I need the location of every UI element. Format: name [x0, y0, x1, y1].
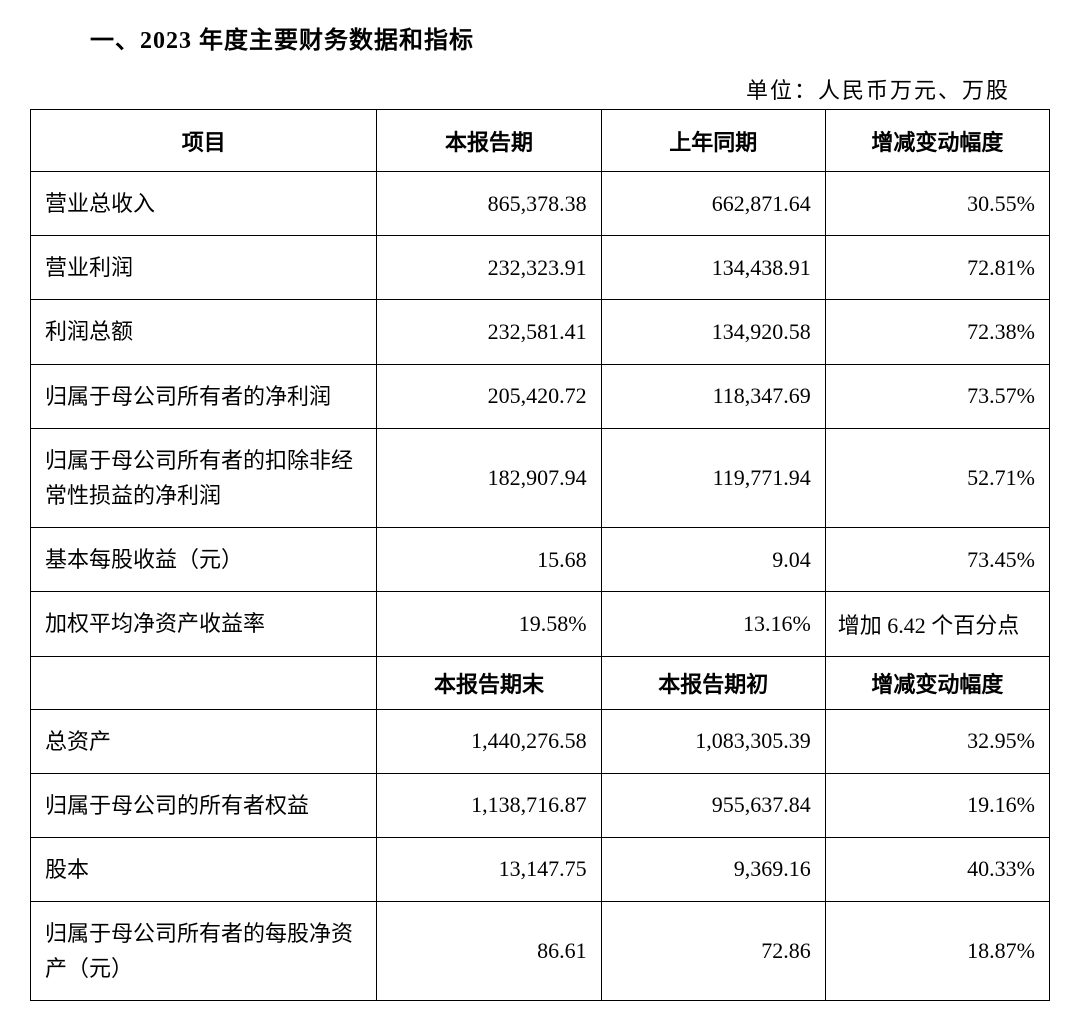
cell-prior: 134,920.58	[601, 300, 825, 364]
cell-prior: 9.04	[601, 528, 825, 592]
col-change-2: 增减变动幅度	[825, 656, 1049, 709]
table-body-bottom: 总资产1,440,276.581,083,305.3932.95%归属于母公司的…	[31, 709, 1050, 1001]
table-row: 归属于母公司所有者的每股净资产（元）86.6172.8618.87%	[31, 902, 1050, 1001]
cell-change: 73.57%	[825, 364, 1049, 428]
table-row: 总资产1,440,276.581,083,305.3932.95%	[31, 709, 1050, 773]
cell-change: 30.55%	[825, 172, 1049, 236]
row-label: 基本每股收益（元）	[31, 528, 377, 592]
cell-change: 40.33%	[825, 837, 1049, 901]
cell-prior: 662,871.64	[601, 172, 825, 236]
cell-current: 86.61	[377, 902, 601, 1001]
row-label: 归属于母公司所有者的净利润	[31, 364, 377, 428]
row-label: 加权平均净资产收益率	[31, 592, 377, 656]
row-label: 归属于母公司所有者的扣除非经常性损益的净利润	[31, 428, 377, 527]
cell-prior: 13.16%	[601, 592, 825, 656]
cell-change: 52.71%	[825, 428, 1049, 527]
cell-prior: 955,637.84	[601, 773, 825, 837]
table-row: 股本13,147.759,369.1640.33%	[31, 837, 1050, 901]
col-period-begin: 本报告期初	[601, 656, 825, 709]
cell-current: 13,147.75	[377, 837, 601, 901]
row-label: 归属于母公司的所有者权益	[31, 773, 377, 837]
cell-prior: 72.86	[601, 902, 825, 1001]
cell-prior: 1,083,305.39	[601, 709, 825, 773]
cell-current: 232,581.41	[377, 300, 601, 364]
financial-table: 项目 本报告期 上年同期 增减变动幅度 营业总收入865,378.38662,8…	[30, 109, 1050, 1001]
cell-prior: 119,771.94	[601, 428, 825, 527]
table-header-mid: 本报告期末 本报告期初 增减变动幅度	[31, 656, 1050, 709]
col-current-period: 本报告期	[377, 110, 601, 172]
table-row: 归属于母公司所有者的净利润205,420.72118,347.6973.57%	[31, 364, 1050, 428]
cell-current: 205,420.72	[377, 364, 601, 428]
row-label: 总资产	[31, 709, 377, 773]
row-label: 归属于母公司所有者的每股净资产（元）	[31, 902, 377, 1001]
col-blank	[31, 656, 377, 709]
cell-change: 72.81%	[825, 236, 1049, 300]
cell-current: 232,323.91	[377, 236, 601, 300]
table-row: 基本每股收益（元）15.689.0473.45%	[31, 528, 1050, 592]
row-label: 利润总额	[31, 300, 377, 364]
table-row: 营业总收入865,378.38662,871.6430.55%	[31, 172, 1050, 236]
col-prior-period: 上年同期	[601, 110, 825, 172]
cell-current: 865,378.38	[377, 172, 601, 236]
cell-prior: 118,347.69	[601, 364, 825, 428]
table-row: 利润总额232,581.41134,920.5872.38%	[31, 300, 1050, 364]
table-row: 归属于母公司所有者的扣除非经常性损益的净利润182,907.94119,771.…	[31, 428, 1050, 527]
table-row: 加权平均净资产收益率19.58%13.16%增加 6.42 个百分点	[31, 592, 1050, 656]
cell-prior: 9,369.16	[601, 837, 825, 901]
unit-label: 单位：人民币万元、万股	[30, 73, 1050, 105]
col-change: 增减变动幅度	[825, 110, 1049, 172]
col-item: 项目	[31, 110, 377, 172]
row-label: 营业总收入	[31, 172, 377, 236]
cell-current: 1,138,716.87	[377, 773, 601, 837]
cell-current: 15.68	[377, 528, 601, 592]
row-label: 股本	[31, 837, 377, 901]
section-title: 一、2023 年度主要财务数据和指标	[90, 20, 1050, 55]
cell-change: 73.45%	[825, 528, 1049, 592]
table-row: 归属于母公司的所有者权益1,138,716.87955,637.8419.16%	[31, 773, 1050, 837]
cell-change: 增加 6.42 个百分点	[825, 592, 1049, 656]
col-period-end: 本报告期末	[377, 656, 601, 709]
cell-change: 32.95%	[825, 709, 1049, 773]
table-body-top: 营业总收入865,378.38662,871.6430.55%营业利润232,3…	[31, 172, 1050, 657]
cell-prior: 134,438.91	[601, 236, 825, 300]
row-label: 营业利润	[31, 236, 377, 300]
cell-current: 182,907.94	[377, 428, 601, 527]
cell-current: 1,440,276.58	[377, 709, 601, 773]
cell-current: 19.58%	[377, 592, 601, 656]
table-header-top: 项目 本报告期 上年同期 增减变动幅度	[31, 110, 1050, 172]
cell-change: 72.38%	[825, 300, 1049, 364]
table-row: 营业利润232,323.91134,438.9172.81%	[31, 236, 1050, 300]
cell-change: 18.87%	[825, 902, 1049, 1001]
cell-change: 19.16%	[825, 773, 1049, 837]
